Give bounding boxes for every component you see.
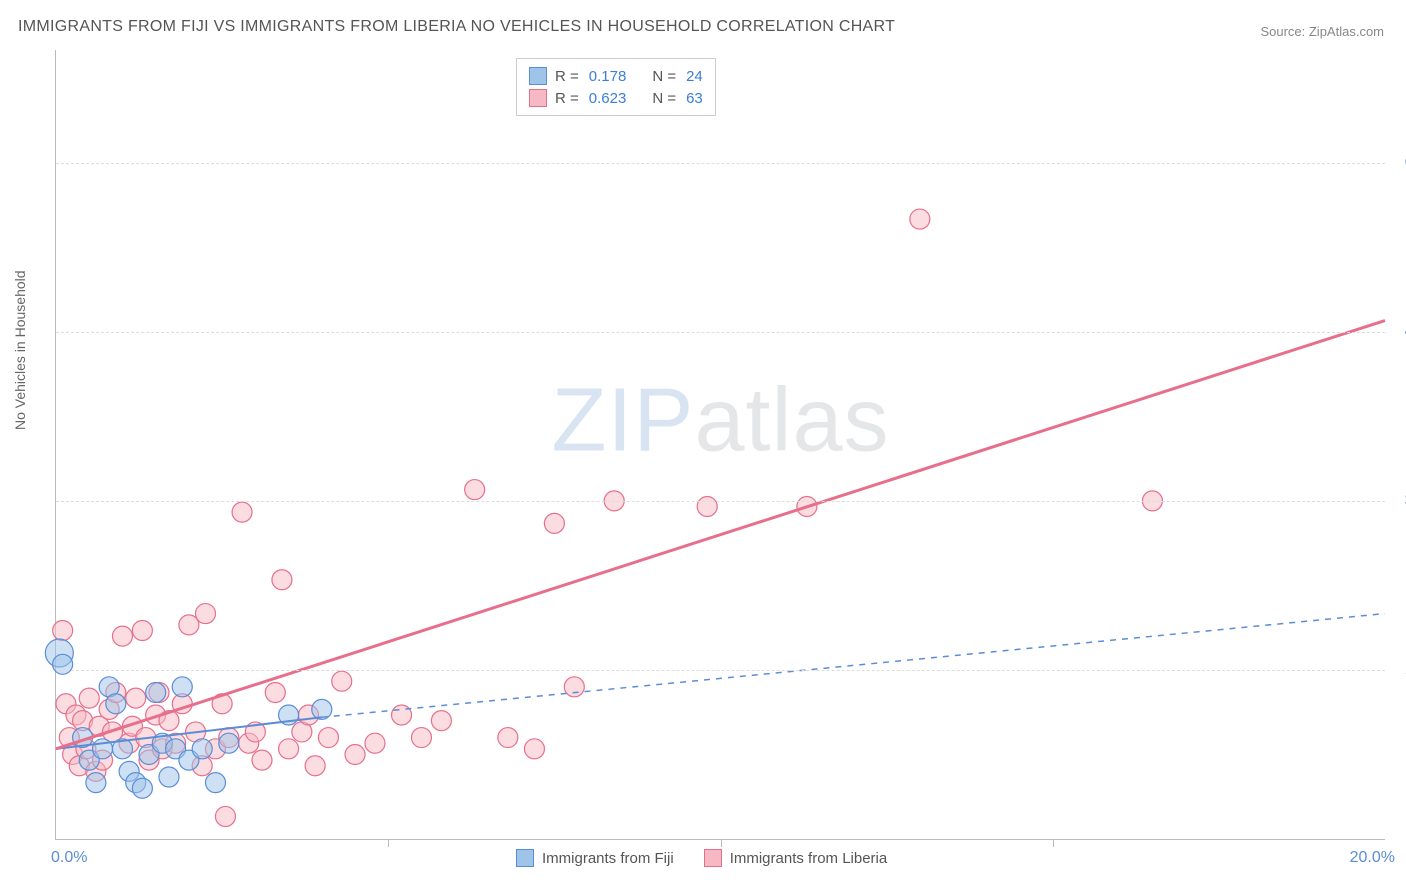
scatter-point [564,677,584,697]
scatter-point [272,570,292,590]
r-value-liberia: 0.623 [589,90,627,107]
correlation-legend: R = 0.178 N = 24 R = 0.623 N = 63 [516,58,716,116]
scatter-point [126,688,146,708]
legend-item-fiji: Immigrants from Fiji [516,849,674,867]
scatter-point [305,756,325,776]
scatter-point [53,654,73,674]
swatch-fiji [529,67,547,85]
scatter-point [544,513,564,533]
scatter-point [697,496,717,516]
n-label: N = [652,90,676,107]
scatter-point [106,694,126,714]
y-axis-label: No Vehicles in Household [12,270,28,430]
scatter-point [172,677,192,697]
swatch-fiji-bottom [516,849,534,867]
scatter-point [498,728,518,748]
source-attribution: Source: ZipAtlas.com [1260,24,1384,39]
scatter-point [910,209,930,229]
regression-extrap-fiji [322,614,1385,718]
scatter-point [318,728,338,748]
scatter-point [345,744,365,764]
legend-row-fiji: R = 0.178 N = 24 [529,65,703,87]
scatter-point [215,806,235,826]
scatter-point [192,739,212,759]
scatter-point [146,682,166,702]
n-value-fiji: 24 [686,68,703,85]
r-label: R = [555,68,579,85]
chart-container: IMMIGRANTS FROM FIJI VS IMMIGRANTS FROM … [0,0,1406,892]
legend-item-liberia: Immigrants from Liberia [704,849,888,867]
legend-label-fiji: Immigrants from Fiji [542,850,674,867]
regression-line-liberia [56,321,1385,749]
chart-title: IMMIGRANTS FROM FIJI VS IMMIGRANTS FROM … [18,18,895,36]
scatter-point [159,767,179,787]
x-tick-origin: 0.0% [51,849,87,867]
scatter-point [86,773,106,793]
scatter-point [524,739,544,759]
scatter-point [411,728,431,748]
scatter-point [332,671,352,691]
scatter-point [392,705,412,725]
scatter-point [465,480,485,500]
n-value-liberia: 63 [686,90,703,107]
scatter-point [252,750,272,770]
r-value-fiji: 0.178 [589,68,627,85]
scatter-point [132,778,152,798]
scatter-point [265,682,285,702]
scatter-point [219,733,239,753]
scatter-point [79,688,99,708]
scatter-point [196,604,216,624]
scatter-point [132,620,152,640]
scatter-point [431,711,451,731]
plot-svg [56,50,1385,839]
x-tick-max: 20.0% [1350,849,1395,867]
scatter-point [232,502,252,522]
scatter-point [312,699,332,719]
series-legend: Immigrants from Fiji Immigrants from Lib… [516,849,887,867]
scatter-point [112,626,132,646]
r-label: R = [555,90,579,107]
legend-row-liberia: R = 0.623 N = 63 [529,87,703,109]
swatch-liberia [529,89,547,107]
legend-label-liberia: Immigrants from Liberia [730,850,888,867]
scatter-point [205,773,225,793]
plot-area: ZIPatlas R = 0.178 N = 24 R = 0.623 N = … [55,50,1385,840]
n-label: N = [652,68,676,85]
scatter-point [365,733,385,753]
swatch-liberia-bottom [704,849,722,867]
scatter-point [53,620,73,640]
scatter-point [279,739,299,759]
